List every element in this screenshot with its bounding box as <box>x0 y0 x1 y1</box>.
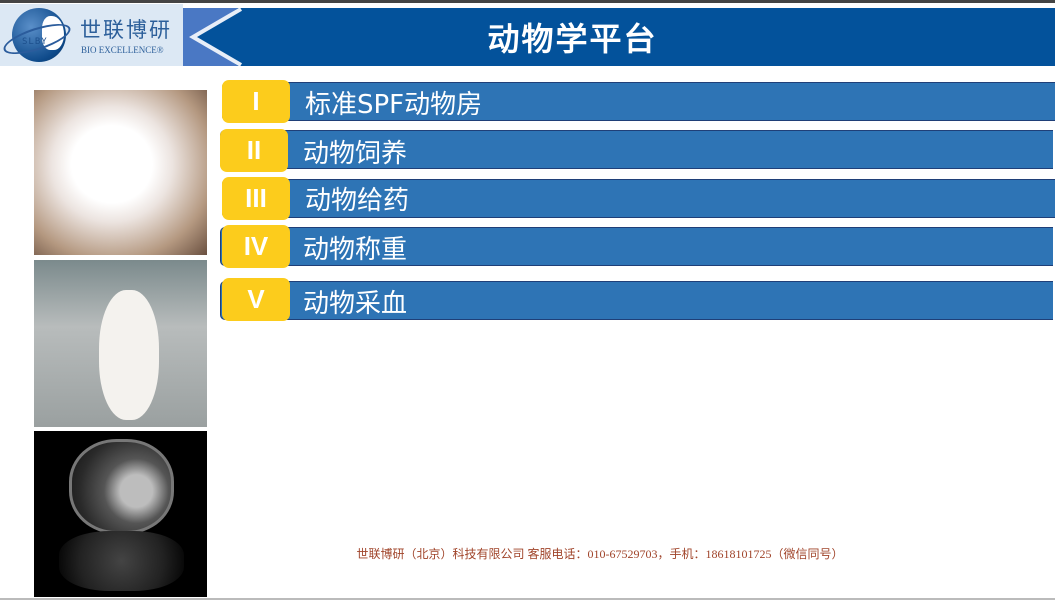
menu-item-label[interactable]: 动物饲养 <box>303 139 408 169</box>
globe-icon <box>12 8 66 62</box>
menu-item-label[interactable]: 动物给药 <box>305 186 410 216</box>
menu-item-animal-dosing[interactable] <box>222 179 1055 218</box>
menu-item-label[interactable]: 动物采血 <box>303 289 408 319</box>
menu-item-animal-feeding[interactable] <box>220 130 1053 169</box>
menu-number-badge: III <box>222 177 290 220</box>
rat-on-stereotaxic-frame-photo <box>34 260 207 427</box>
window-top-border <box>0 0 1055 3</box>
menu-item-animal-weighing[interactable] <box>220 227 1053 266</box>
chevron-decoration-icon <box>183 8 243 66</box>
menu-item-spf-facility[interactable] <box>222 82 1055 121</box>
logo-english-name: BIO EXCELLENCE® <box>81 45 164 55</box>
menu-item-label[interactable]: 标准SPF动物房 <box>305 90 483 120</box>
menu-number-badge: IV <box>222 225 290 268</box>
company-logo: SLBY 世联博研 BIO EXCELLENCE® <box>0 4 183 66</box>
footer-contact-info: 世联博研（北京）科技有限公司 客服电话：010-67529703，手机：1861… <box>356 547 844 561</box>
page-title: 动物学平台 <box>487 20 658 58</box>
menu-number-badge: I <box>222 80 290 123</box>
menu-item-label[interactable]: 动物称重 <box>303 235 408 265</box>
menu-number-badge: II <box>220 129 288 172</box>
header-banner <box>183 8 1055 66</box>
logo-globe-text: SLBY <box>22 37 48 47</box>
window-bottom-border <box>0 598 1055 600</box>
white-rat-photo <box>34 90 207 255</box>
brain-mri-scan-photo <box>34 431 207 597</box>
menu-item-blood-sampling[interactable] <box>220 281 1053 320</box>
logo-chinese-name: 世联博研 <box>80 18 172 42</box>
menu-number-badge: V <box>222 278 290 321</box>
